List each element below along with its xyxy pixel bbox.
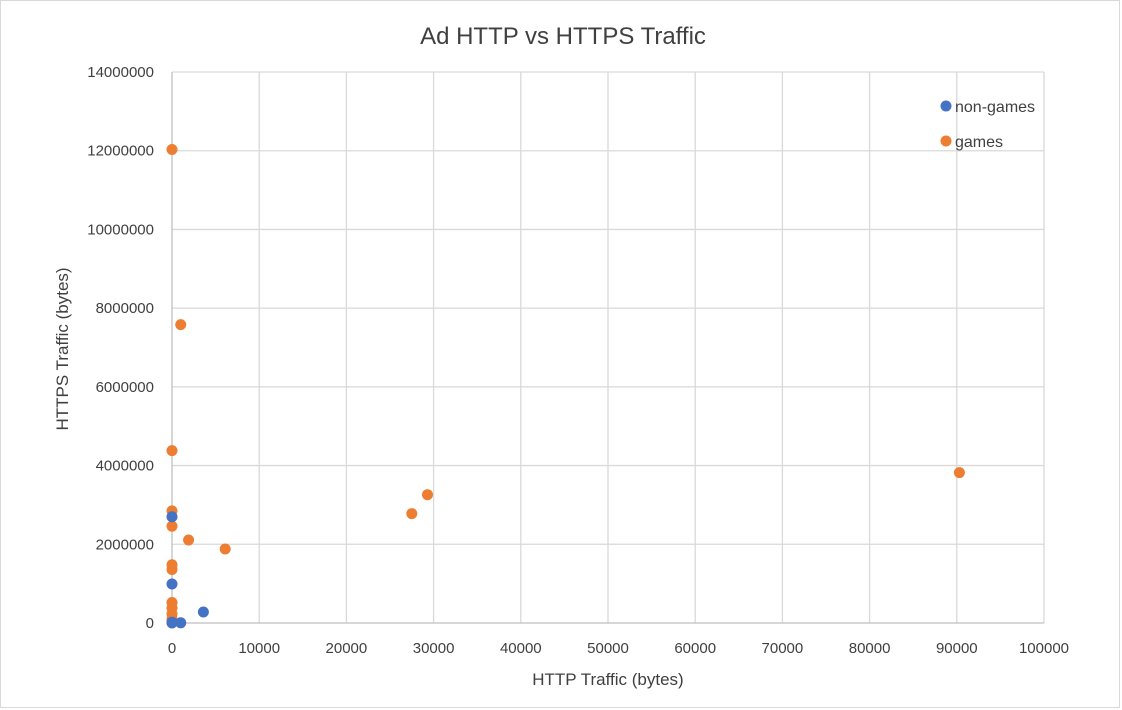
scatter-point-non-games [166, 511, 178, 523]
scatter-point-non-games [175, 617, 187, 629]
y-tick-label: 2000000 [96, 536, 154, 553]
x-tick-label: 80000 [849, 640, 891, 657]
x-tick-label: 50000 [587, 640, 629, 657]
chart-title: Ad HTTP vs HTTPS Traffic [420, 23, 706, 50]
x-tick-label: 90000 [936, 640, 978, 657]
y-tick-label: 8000000 [96, 300, 154, 317]
legend-label-non-games: non-games [955, 99, 1035, 116]
scatter-point-games [421, 489, 433, 501]
x-tick-label: 30000 [413, 640, 455, 657]
y-tick-label: 10000000 [87, 221, 154, 238]
data-points [166, 144, 965, 629]
scatter-point-games [406, 508, 418, 520]
scatter-point-non-games [197, 606, 209, 618]
x-tick-label: 40000 [500, 640, 542, 657]
y-tick-label: 4000000 [96, 458, 154, 475]
y-tick-label: 14000000 [87, 64, 154, 81]
gridlines [171, 71, 1045, 624]
y-tick-label: 12000000 [87, 143, 154, 160]
legend: non-games games [940, 99, 1035, 151]
x-tick-label: 100000 [1019, 640, 1069, 657]
scatter-point-games [175, 319, 187, 331]
x-tick-label: 10000 [238, 640, 280, 657]
x-axis-title: HTTP Traffic (bytes) [532, 670, 683, 689]
x-tick-label: 70000 [762, 640, 804, 657]
y-tick-label: 0 [146, 615, 154, 632]
scatter-point-games [166, 144, 178, 156]
x-tick-label: 20000 [326, 640, 368, 657]
x-tick-label: 0 [168, 640, 176, 657]
legend-marker-games [940, 135, 952, 147]
scatter-point-games [183, 534, 195, 546]
scatter-point-games [219, 543, 231, 555]
y-axis-ticks: 0 2000000 4000000 6000000 8000000 10000000 120… [87, 64, 154, 632]
scatter-point-games [166, 520, 178, 532]
x-axis-ticks: 0 10000 20000 30000 40000 50000 60000 70000 8000… [168, 640, 1069, 657]
y-tick-label: 6000000 [96, 379, 154, 396]
scatter-point-games [166, 563, 178, 575]
legend-label-games: games [955, 134, 1003, 151]
legend-marker-non-games [940, 100, 952, 112]
scatter-point-games [953, 467, 965, 479]
y-axis-title: HTTPS Traffic (bytes) [53, 267, 72, 430]
scatter-point-games [166, 445, 178, 457]
scatter-point-non-games [166, 578, 178, 590]
scatter-point-non-games [166, 617, 178, 629]
x-tick-label: 60000 [674, 640, 716, 657]
